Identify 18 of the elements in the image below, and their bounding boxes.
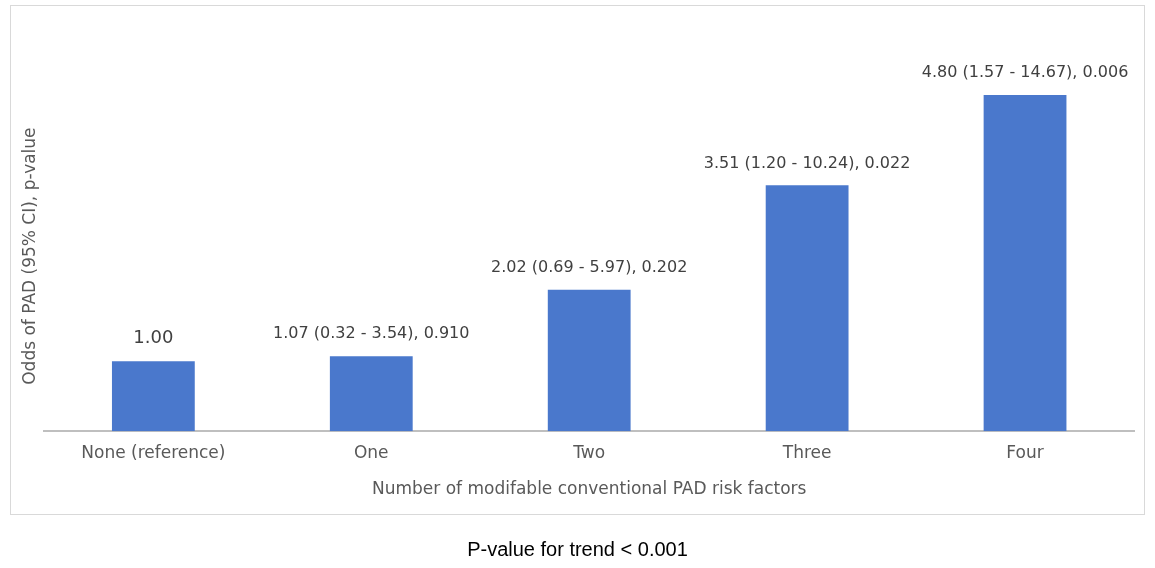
- y-axis-title: Odds of PAD (95% CI), p-value: [18, 127, 39, 385]
- bar: [983, 95, 1067, 432]
- x-tick-label: One: [353, 441, 389, 462]
- data-label: 2.02 (0.69 - 5.97), 0.202: [491, 256, 688, 276]
- x-tick-label: Four: [1006, 441, 1044, 462]
- bar: [111, 361, 195, 432]
- data-label: 1.00: [133, 325, 174, 347]
- x-axis-title: Number of modifable conventional PAD risk factors: [371, 478, 807, 499]
- bar: [547, 289, 631, 432]
- text: P-value for trend < 0.001: [466, 538, 689, 561]
- x-tick-label: None (reference): [81, 441, 226, 462]
- x-tick-label: Three: [781, 441, 832, 462]
- bar: [765, 185, 849, 432]
- data-label: 3.51 (1.20 - 10.24), 0.022: [703, 152, 911, 172]
- data-label: 4.80 (1.57 - 14.67), 0.006: [921, 62, 1129, 82]
- x-tick-label: Two: [572, 441, 606, 462]
- bar: [329, 356, 413, 432]
- data-label: 1.07 (0.32 - 3.54), 0.910: [273, 323, 470, 343]
